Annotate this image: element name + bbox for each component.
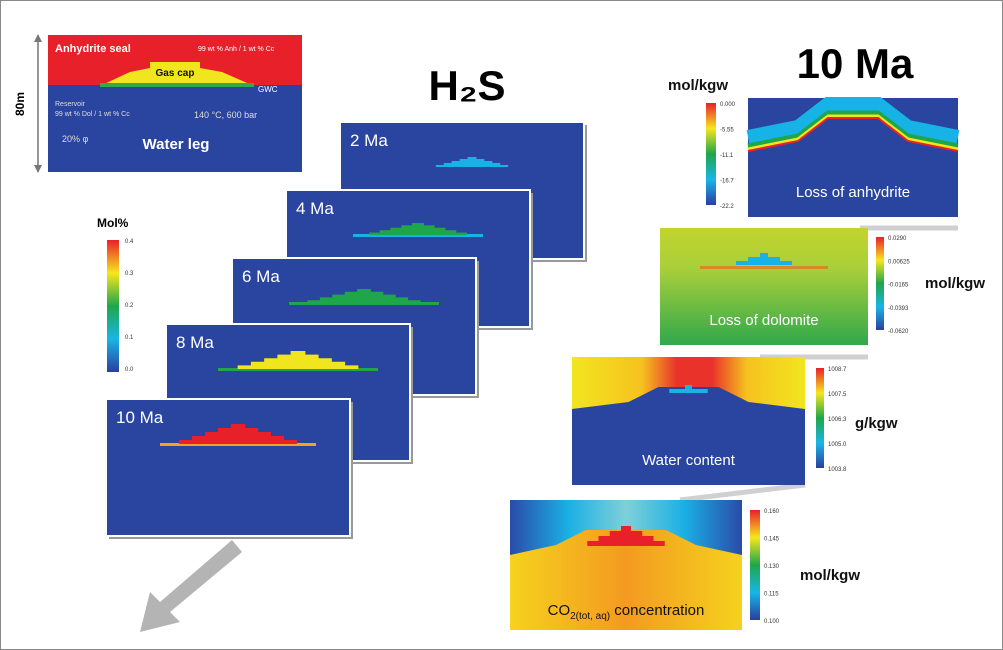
time-label: 6 Ma (242, 267, 280, 286)
caption-main: CO (548, 602, 571, 619)
panel-caption: Loss of anhydrite (796, 184, 910, 201)
colorbar-tick: 0.130 (764, 564, 780, 570)
time-label: 10 Ma (116, 408, 164, 427)
thickness-label: 80m (13, 92, 27, 116)
colorbar-tick: 0.115 (764, 592, 779, 598)
conditions: 140 °C, 600 bar (194, 110, 257, 120)
colorbar-tick: -0.0165 (888, 283, 909, 289)
colorbar-tick: -0.0393 (888, 306, 909, 312)
colorbar-unit: mol/kgw (925, 275, 985, 292)
colorbar (876, 237, 884, 330)
colorbar-tick: 1007.5 (828, 392, 847, 398)
seal-composition: 99 wt % Anh / 1 wt % Cc (198, 46, 275, 53)
time-label: 2 Ma (350, 131, 388, 150)
contact-label: GWC (258, 85, 278, 94)
time-title: 10 Ma (797, 40, 914, 87)
colorbar-tick: -22.2 (720, 204, 734, 210)
panel-caption: Water content (642, 452, 736, 469)
colorbar-tick: -16.7 (720, 179, 734, 185)
colorbar (816, 368, 824, 468)
colorbar-tick: 0.4 (125, 239, 134, 245)
colorbar-tick: -5.55 (720, 128, 734, 134)
colorbar-tick: 1008.7 (828, 367, 847, 373)
seal-label: Anhydrite seal (55, 43, 131, 55)
colorbar-tick: 0.2 (125, 303, 134, 309)
colorbar-tick: 0.1 (125, 335, 134, 341)
colorbar-tick: 0.00625 (888, 259, 910, 265)
caption-tail: concentration (610, 602, 704, 619)
colorbar (107, 240, 119, 372)
colorbar-unit: Mol% (97, 216, 129, 230)
colorbar-tick: 0.0 (125, 367, 134, 373)
contact-band (700, 266, 828, 269)
colorbar-tick: 1005.0 (828, 442, 847, 448)
colorbar-tick: 1006.3 (828, 417, 847, 423)
contact-line (100, 83, 254, 87)
caption-sub: 2(tot, aq) (570, 611, 610, 622)
colorbar-tick: 0.3 (125, 271, 134, 277)
colorbar-tick: 0.145 (764, 537, 780, 543)
colorbar-tick: 0.100 (764, 619, 780, 625)
time-label: 4 Ma (296, 199, 334, 218)
figure: 80m Anhydrite seal 99 wt % Anh / 1 wt % … (0, 0, 1003, 650)
colorbar-tick: 1003.8 (828, 467, 847, 473)
h2s-title: H₂S (428, 62, 505, 109)
colorbar-tick: 0.160 (764, 509, 780, 515)
water-leg-label: Water leg (143, 136, 210, 153)
colorbar-unit: mol/kgw (668, 77, 728, 94)
gas-cap-label: Gas cap (156, 68, 195, 79)
colorbar-tick: -11.1 (720, 153, 734, 159)
reservoir-label: Reservoir (55, 101, 86, 108)
colorbar-unit: mol/kgw (800, 567, 860, 584)
colorbar-tick: 0.0290 (888, 236, 907, 242)
porosity: 20% φ (62, 134, 89, 144)
colorbar-unit: g/kgw (855, 415, 898, 432)
colorbar-tick: 0.000 (720, 102, 736, 108)
time-label: 8 Ma (176, 333, 214, 352)
colorbar (750, 510, 760, 620)
colorbar (706, 103, 716, 205)
reservoir-composition: 99 wt % Dol / 1 wt % Cc (55, 111, 130, 118)
colorbar-tick: -0.0620 (888, 329, 909, 335)
panel-caption: Loss of dolomite (709, 312, 818, 329)
schematic: 80m Anhydrite seal 99 wt % Anh / 1 wt % … (13, 34, 302, 173)
